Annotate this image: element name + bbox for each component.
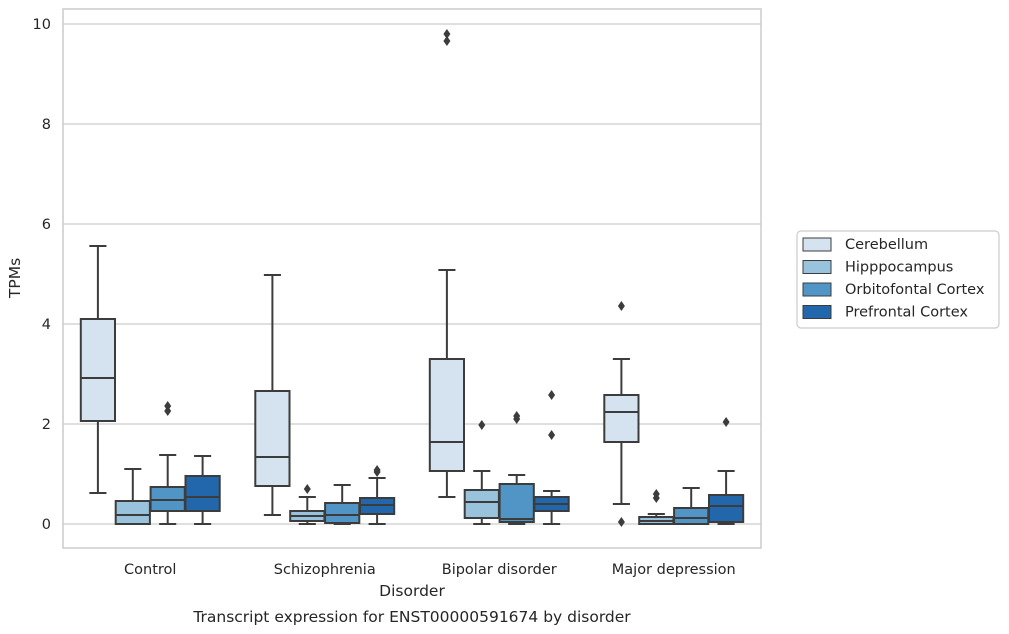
y-axis-label: TPMs [6,258,24,299]
y-tick-labels: 0 2 4 6 8 10 [33,17,51,533]
chart-caption: Transcript expression for ENST0000059167… [192,608,631,626]
box-iqr [114,500,151,525]
box-cerebellum [603,301,640,527]
box-iqr [603,394,640,443]
box-hipppocampus [463,420,500,525]
outlier-point [513,411,521,421]
box-plots [79,29,745,527]
outlier-point [548,390,556,400]
box-iqr [428,358,466,472]
outlier-point [443,29,451,39]
box-iqr [79,318,117,422]
box-prefrontal-cortex [707,417,745,525]
box-orbitofontal-cortex [324,484,361,525]
legend-swatch [802,305,832,319]
outlier-point [443,36,451,46]
x-tick-label: Schizophrenia [274,562,376,578]
box-cerebellum [254,274,291,516]
outlier-point [478,420,486,430]
legend: Cerebellum Hipppocampus Orbitofontal Corte… [796,230,1000,329]
legend-swatch [802,237,832,252]
box-cerebellum [428,29,466,498]
x-tick-label: Control [124,562,176,578]
y-tick-label: 6 [42,217,51,233]
x-axis-label: Disorder [379,582,445,600]
outlier-point [548,430,556,440]
box-iqr [254,390,291,487]
box-iqr [463,489,500,519]
box-iqr [498,483,535,523]
legend-box [796,230,1000,329]
box-prefrontal-cortex [358,465,396,525]
legend-label: Hipppocampus [845,260,953,276]
y-tick-label: 8 [42,117,51,133]
box-iqr [673,507,710,525]
box-prefrontal-cortex [533,390,570,525]
box-iqr [707,494,745,523]
box-iqr [184,475,221,512]
outlier-point [303,484,311,494]
grid [63,23,761,525]
x-tick-label: Major depression [612,562,736,578]
legend-label: Prefrontal Cortex [845,305,968,321]
legend-swatch [802,282,832,297]
box-orbitofontal-cortex [149,401,186,525]
box-orbitofontal-cortex [498,411,535,525]
outlier-point [373,465,381,475]
box-hipppocampus [114,468,151,525]
outlier-point [617,517,625,527]
y-tick-label: 10 [33,17,51,33]
y-tick-label: 4 [42,317,51,333]
plot-frame [62,8,762,549]
box-prefrontal-cortex [184,455,221,525]
legend-swatch [802,260,832,274]
x-tick-label: Bipolar disorder [442,562,557,578]
legend-label: Orbitofontal Cortex [845,282,985,298]
y-tick-label: 0 [42,517,51,533]
outlier-point [722,417,730,427]
outlier-point [652,489,660,499]
legend-label: Cerebellum [845,237,928,253]
outlier-point [617,301,625,311]
y-tick-label: 2 [42,417,51,433]
box-cerebellum [79,245,117,494]
outlier-point [164,401,172,411]
x-tick-labels: Control Schizophrenia Bipolar disorder Majo… [124,562,736,578]
box-iqr [324,502,361,524]
